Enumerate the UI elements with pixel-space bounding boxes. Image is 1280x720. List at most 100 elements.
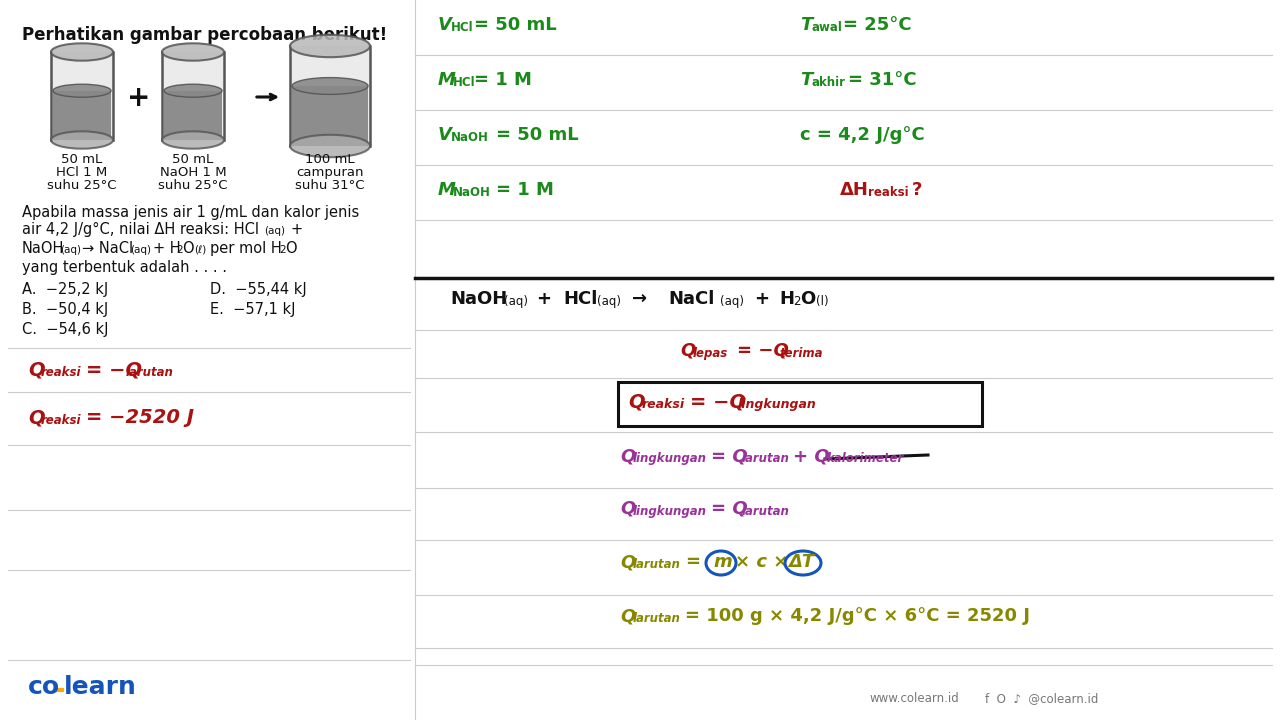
Text: (l): (l) [817,295,828,308]
Text: Q: Q [28,360,45,379]
Text: awal: awal [812,21,842,34]
Text: (aq): (aq) [596,295,621,308]
Text: D.  −55,44 kJ: D. −55,44 kJ [210,282,307,297]
Text: O: O [182,241,193,256]
Text: reaksi: reaksi [41,414,82,427]
Text: NaCl: NaCl [668,290,714,308]
Text: ΔH: ΔH [840,181,869,199]
Ellipse shape [51,131,113,148]
Text: larutan: larutan [742,505,790,518]
Text: lingkungan: lingkungan [634,452,707,465]
Text: = 1 M: = 1 M [497,181,554,199]
Ellipse shape [51,43,113,60]
Text: 100 mL: 100 mL [305,153,355,166]
Text: NaOH: NaOH [453,186,490,199]
Text: akhir: akhir [812,76,846,89]
Text: 2: 2 [794,295,800,308]
Text: HCl: HCl [563,290,598,308]
Ellipse shape [291,35,370,57]
Text: air 4,2 J/g°C, nilai ΔH reaksi: HCl: air 4,2 J/g°C, nilai ΔH reaksi: HCl [22,222,259,237]
Text: T: T [800,71,813,89]
Text: = 50 mL: = 50 mL [474,16,557,34]
Text: 50 mL: 50 mL [173,153,214,166]
Text: NaOH: NaOH [22,241,64,256]
Text: = Q: = Q [710,447,748,465]
Text: Q: Q [680,342,695,360]
Text: = 31°C: = 31°C [849,71,916,89]
Text: lingkungan: lingkungan [634,505,707,518]
Text: = 25°C: = 25°C [844,16,911,34]
Text: suhu 31°C: suhu 31°C [296,179,365,192]
Text: O: O [285,241,297,256]
Text: learn: learn [64,675,137,699]
Text: = −Q: = −Q [690,392,746,411]
Text: NaOH: NaOH [451,290,507,308]
Text: +: + [536,290,550,308]
Text: × c ×: × c × [735,553,788,571]
Text: Q: Q [620,447,635,465]
Text: ΔT: ΔT [788,553,814,571]
Text: per mol H: per mol H [210,241,282,256]
Ellipse shape [292,78,369,94]
Text: NaOH: NaOH [451,131,489,144]
Text: M: M [438,181,456,199]
Text: +: + [291,222,302,237]
Text: Apabila massa jenis air 1 g/mL dan kalor jenis: Apabila massa jenis air 1 g/mL dan kalor… [22,205,360,220]
Text: c = 4,2 J/g°C: c = 4,2 J/g°C [800,126,924,144]
Ellipse shape [163,43,224,60]
Text: HCl 1 M: HCl 1 M [56,166,108,179]
Text: reaksi: reaksi [868,186,909,199]
Text: → NaCl: → NaCl [82,241,133,256]
Text: B.  −50,4 kJ: B. −50,4 kJ [22,302,109,317]
Text: Q: Q [620,500,635,518]
Text: O: O [800,290,815,308]
Text: 2: 2 [279,245,285,255]
Text: larutan: larutan [742,452,790,465]
Text: Q: Q [628,392,645,411]
Text: (ℓ): (ℓ) [195,245,206,255]
Text: →: → [632,290,648,308]
Polygon shape [292,86,369,146]
Text: f  O  ♪  @colearn.id: f O ♪ @colearn.id [986,692,1098,705]
Text: co: co [28,675,60,699]
Text: larutan: larutan [125,366,174,379]
Text: = 50 mL: = 50 mL [497,126,579,144]
Polygon shape [163,52,224,140]
Text: = Q: = Q [710,500,748,518]
Text: reaksi: reaksi [41,366,82,379]
Text: 2: 2 [177,245,183,255]
Text: suhu 25°C: suhu 25°C [159,179,228,192]
Polygon shape [164,91,221,140]
Text: + Q: + Q [794,447,829,465]
Text: larutan: larutan [634,558,681,571]
Text: = −Q: = −Q [737,342,788,360]
Text: V: V [438,16,452,34]
FancyBboxPatch shape [618,382,982,426]
Polygon shape [291,46,370,146]
Text: = 1 M: = 1 M [474,71,532,89]
Ellipse shape [52,84,111,97]
Text: lepas: lepas [692,347,728,360]
Text: larutan: larutan [634,612,681,625]
Text: Perhatikan gambar percobaan berikut!: Perhatikan gambar percobaan berikut! [22,26,388,44]
Text: M: M [438,71,456,89]
Text: H: H [780,290,794,308]
Polygon shape [51,52,113,140]
Text: +: + [127,84,151,112]
Text: yang terbentuk adalah . . . .: yang terbentuk adalah . . . . [22,260,227,275]
Text: A.  −25,2 kJ: A. −25,2 kJ [22,282,109,297]
Text: Q: Q [28,408,45,427]
Text: terima: terima [780,347,823,360]
Text: T: T [800,16,813,34]
Ellipse shape [291,135,370,157]
Ellipse shape [164,84,221,97]
Text: (aq): (aq) [719,295,744,308]
Ellipse shape [163,131,224,148]
Polygon shape [52,91,111,140]
Text: (aq): (aq) [131,245,151,255]
Text: reaksi: reaksi [643,398,685,411]
Text: E.  −57,1 kJ: E. −57,1 kJ [210,302,296,317]
Text: (aq): (aq) [504,295,529,308]
Text: suhu 25°C: suhu 25°C [47,179,116,192]
Text: ?: ? [911,181,923,199]
